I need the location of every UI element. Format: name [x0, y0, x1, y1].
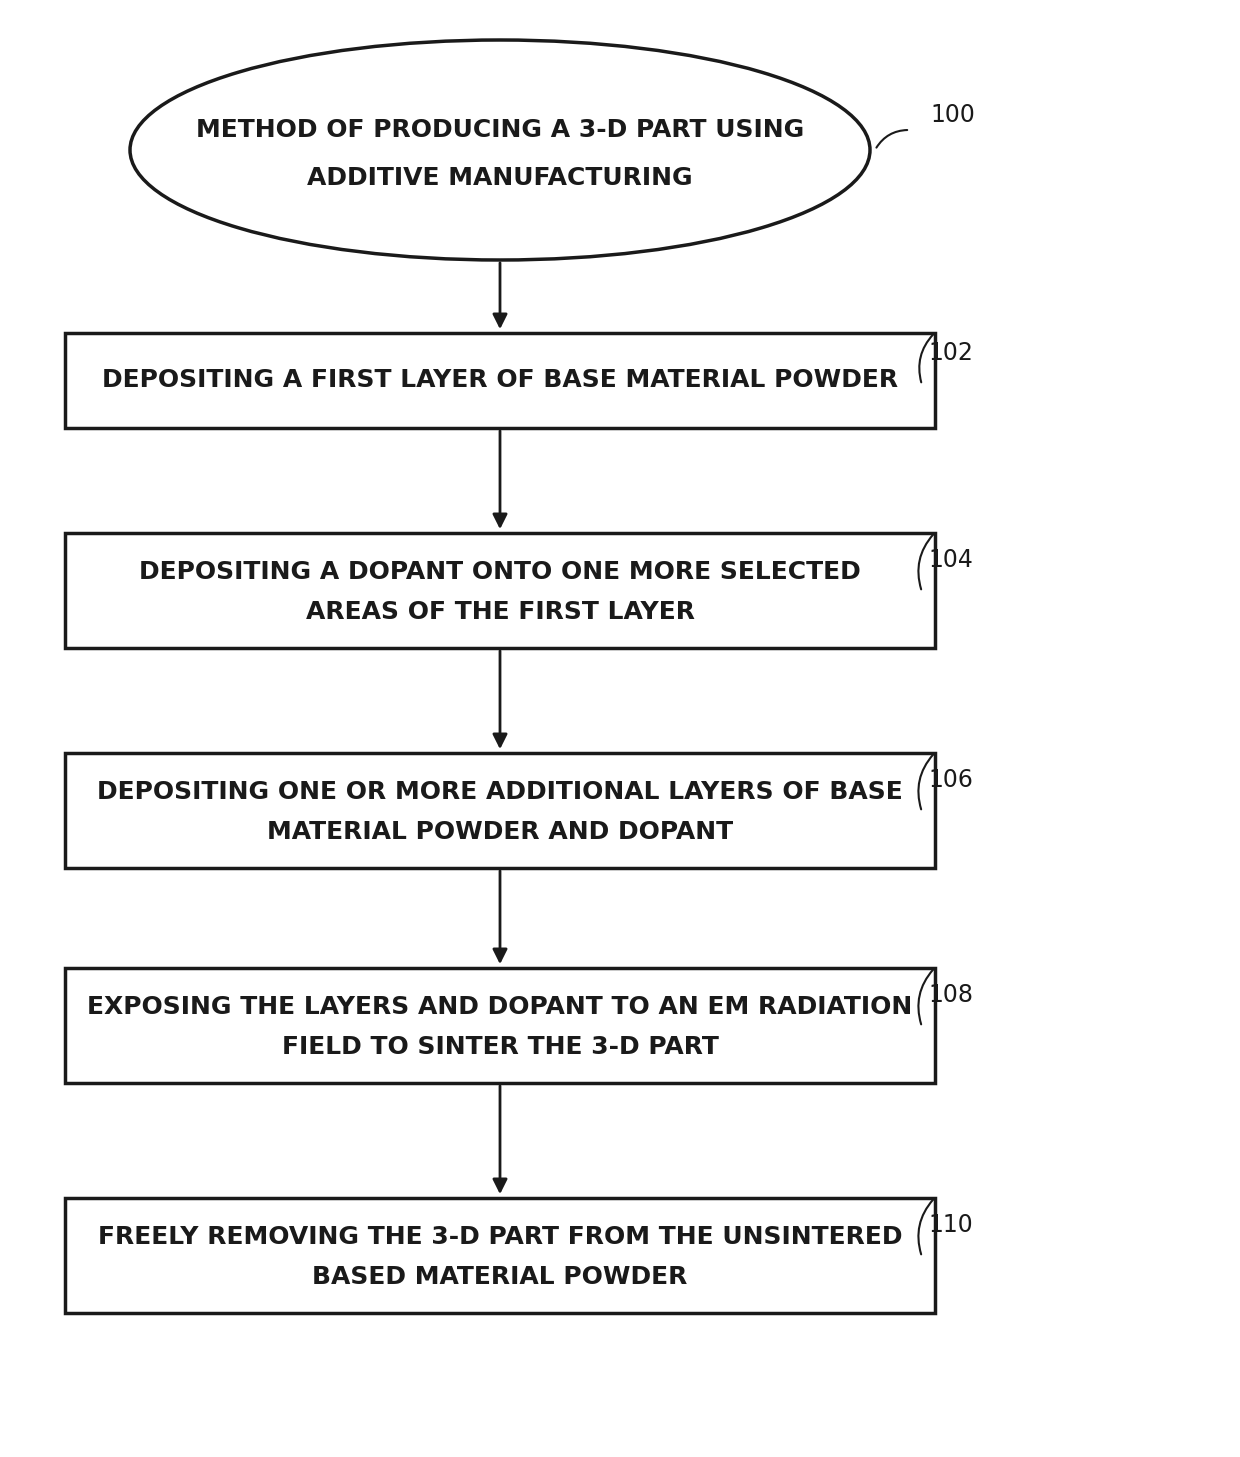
Text: AREAS OF THE FIRST LAYER: AREAS OF THE FIRST LAYER [305, 600, 694, 624]
Text: EXPOSING THE LAYERS AND DOPANT TO AN EM RADIATION: EXPOSING THE LAYERS AND DOPANT TO AN EM … [87, 995, 913, 1018]
FancyBboxPatch shape [64, 532, 935, 647]
FancyBboxPatch shape [64, 967, 935, 1083]
Text: FREELY REMOVING THE 3-D PART FROM THE UNSINTERED: FREELY REMOVING THE 3-D PART FROM THE UN… [98, 1225, 903, 1249]
Text: 102: 102 [928, 341, 973, 366]
Text: 110: 110 [928, 1214, 972, 1237]
Text: 108: 108 [928, 983, 973, 1007]
Text: METHOD OF PRODUCING A 3-D PART USING: METHOD OF PRODUCING A 3-D PART USING [196, 118, 804, 141]
Text: ADDITIVE MANUFACTURING: ADDITIVE MANUFACTURING [308, 166, 693, 189]
FancyBboxPatch shape [64, 1198, 935, 1313]
Text: 100: 100 [930, 103, 975, 127]
Text: DEPOSITING A FIRST LAYER OF BASE MATERIAL POWDER: DEPOSITING A FIRST LAYER OF BASE MATERIA… [102, 369, 898, 392]
Ellipse shape [130, 39, 870, 259]
FancyBboxPatch shape [64, 752, 935, 867]
Text: 104: 104 [928, 548, 973, 573]
FancyBboxPatch shape [64, 332, 935, 427]
Text: DEPOSITING A DOPANT ONTO ONE MORE SELECTED: DEPOSITING A DOPANT ONTO ONE MORE SELECT… [139, 559, 861, 584]
Text: BASED MATERIAL POWDER: BASED MATERIAL POWDER [312, 1265, 688, 1289]
Text: DEPOSITING ONE OR MORE ADDITIONAL LAYERS OF BASE: DEPOSITING ONE OR MORE ADDITIONAL LAYERS… [97, 779, 903, 804]
Text: FIELD TO SINTER THE 3-D PART: FIELD TO SINTER THE 3-D PART [281, 1034, 718, 1059]
Text: MATERIAL POWDER AND DOPANT: MATERIAL POWDER AND DOPANT [267, 820, 733, 844]
Text: 106: 106 [928, 768, 973, 793]
